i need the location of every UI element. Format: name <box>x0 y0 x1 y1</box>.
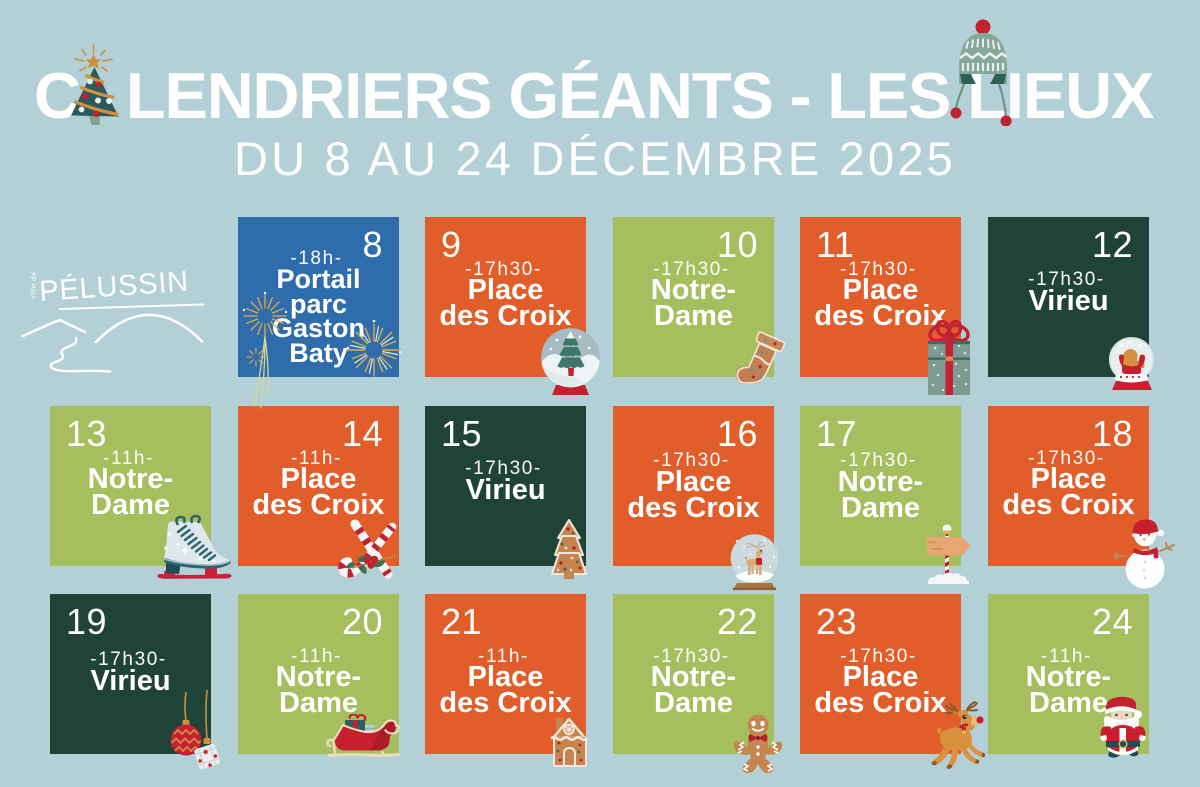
svg-text:ville de: ville de <box>28 271 38 299</box>
svg-text:PÉLUSSIN: PÉLUSSIN <box>38 265 190 308</box>
